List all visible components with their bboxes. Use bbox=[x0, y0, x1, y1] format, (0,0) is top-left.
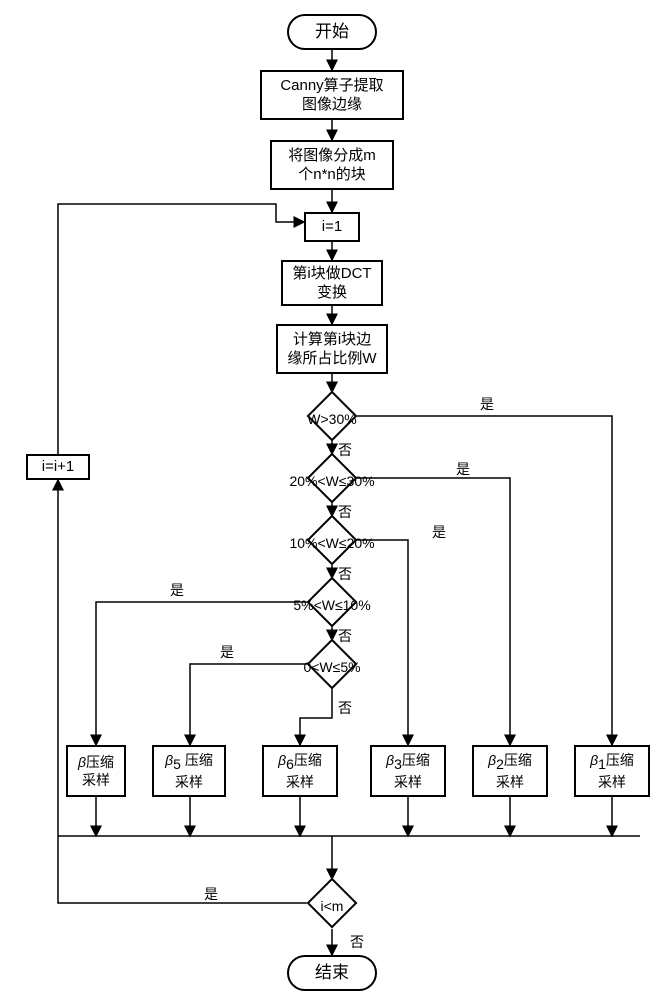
decision-loop-label: i<m bbox=[262, 898, 402, 914]
process-beta3: β3压缩 采样 bbox=[370, 745, 446, 797]
calcw-label: 计算第i块边 缘所占比例W bbox=[287, 330, 376, 369]
label-d3-no: 否 bbox=[338, 564, 352, 584]
beta1-text: β1压缩 采样 bbox=[590, 751, 634, 791]
label-loop-yes: 是 bbox=[204, 884, 218, 904]
process-split: 将图像分成m 个n*n的块 bbox=[270, 140, 394, 190]
label-d5-yes: 是 bbox=[220, 642, 234, 662]
end-label: 结束 bbox=[315, 962, 349, 984]
label-d4-yes: 是 bbox=[170, 580, 184, 600]
label-loop-no: 否 bbox=[350, 932, 364, 952]
beta4-text: β压缩 采样 bbox=[78, 753, 114, 789]
process-beta1: β1压缩 采样 bbox=[574, 745, 650, 797]
decision-w30-label: W>30% bbox=[262, 411, 402, 427]
process-increment: i=i+1 bbox=[26, 454, 90, 480]
beta2-text: β2压缩 采样 bbox=[488, 751, 532, 791]
label-d2-no: 否 bbox=[338, 502, 352, 522]
split-label: 将图像分成m 个n*n的块 bbox=[288, 146, 376, 185]
decision-w20-label: 20%<W≤30% bbox=[262, 473, 402, 489]
label-d4-no: 否 bbox=[338, 626, 352, 646]
decision-w5-label: 5%<W≤10% bbox=[262, 597, 402, 613]
dct-label: 第i块做DCT 变换 bbox=[292, 264, 371, 303]
terminator-end: 结束 bbox=[287, 955, 377, 991]
beta5-text: β5 压缩 采样 bbox=[165, 751, 213, 791]
canny-label: Canny算子提取 图像边缘 bbox=[280, 76, 383, 115]
decision-w10-label: 10%<W≤20% bbox=[262, 535, 402, 551]
label-d1-no: 否 bbox=[338, 440, 352, 460]
process-dct: 第i块做DCT 变换 bbox=[281, 260, 383, 306]
process-beta6: β6压缩 采样 bbox=[262, 745, 338, 797]
terminator-start: 开始 bbox=[287, 14, 377, 50]
process-beta2: β2压缩 采样 bbox=[472, 745, 548, 797]
process-beta5: β5 压缩 采样 bbox=[152, 745, 226, 797]
process-canny: Canny算子提取 图像边缘 bbox=[260, 70, 404, 120]
init-label: i=1 bbox=[322, 217, 342, 237]
label-d5-no: 否 bbox=[338, 698, 352, 718]
label-d3-yes: 是 bbox=[432, 522, 446, 542]
beta3-text: β3压缩 采样 bbox=[386, 751, 430, 791]
process-beta4: β压缩 采样 bbox=[66, 745, 126, 797]
start-label: 开始 bbox=[315, 21, 349, 43]
beta6-text: β6压缩 采样 bbox=[278, 751, 322, 791]
label-d2-yes: 是 bbox=[456, 459, 470, 479]
process-init: i=1 bbox=[304, 212, 360, 242]
process-calcw: 计算第i块边 缘所占比例W bbox=[276, 324, 388, 374]
label-d1-yes: 是 bbox=[480, 394, 494, 414]
decision-w0-label: 0<W≤5% bbox=[262, 659, 402, 675]
inc-label: i=i+1 bbox=[42, 457, 75, 477]
